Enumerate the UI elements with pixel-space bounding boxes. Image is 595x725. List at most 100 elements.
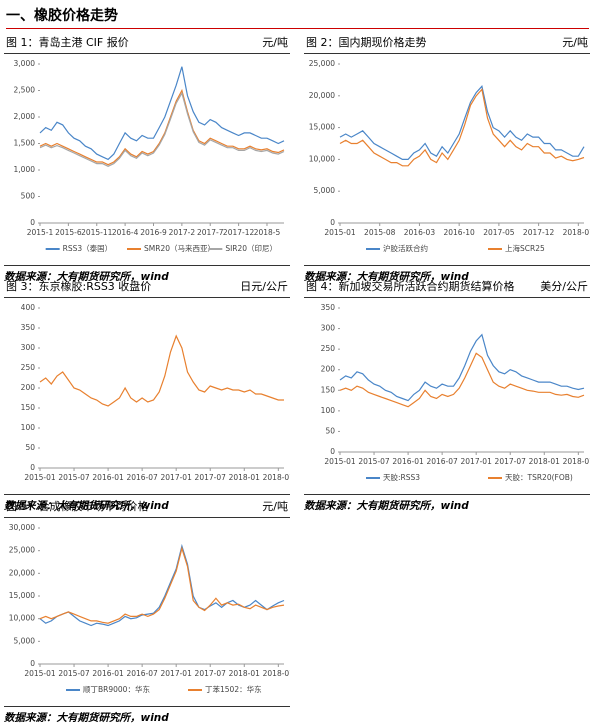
legend-label: SIR20（印尼） <box>225 244 277 253</box>
x-tick-label: 2016-9 <box>140 228 167 237</box>
x-tick-label: 2017-01 <box>461 457 493 466</box>
figure-unit: 日元/公斤 <box>240 280 288 293</box>
y-tick-label: 1,000 <box>14 165 36 174</box>
figure-source: 数据来源：大有期货研究所，wind <box>304 265 590 284</box>
figure: 图 2：国内期现价格走势 元/吨 0 5,000 10,000 15,000 20,000 2… <box>304 32 594 284</box>
y-tick-label: 20,000 <box>9 568 35 577</box>
figure-unit: 元/吨 <box>262 500 288 513</box>
chart: 0 5,000 10,000 15,000 20,000 25,000 2015-01 201… <box>309 59 594 253</box>
y-tick-label: 250 <box>321 344 336 353</box>
figure-header: 图 3：东京橡胶:RSS3 收盘价 日元/公斤 <box>4 276 290 298</box>
figure-source: 数据来源：大有期货研究所，wind <box>4 265 290 284</box>
figure: 图 5：合成橡胶市场平均价格 元/吨 0 5,000 10,000 15,000 20,00… <box>4 496 294 725</box>
y-tick-label: 30,000 <box>9 523 35 532</box>
figure: 图 3：东京橡胶:RSS3 收盘价 日元/公斤 0 50 100 150 200 250 300… <box>4 276 295 513</box>
x-tick-label: 2018-01 <box>529 457 561 466</box>
x-tick-label: 2017-12 <box>223 228 255 237</box>
y-tick-label: 0 <box>30 218 35 227</box>
figure-source: 数据来源：大有期货研究所，wind <box>304 494 590 513</box>
legend-label: 天胶:RSS3 <box>383 472 420 482</box>
y-tick-label: 2,500 <box>14 86 36 95</box>
y-tick-label: 0 <box>30 659 35 668</box>
y-tick-label: 3,000 <box>14 59 36 68</box>
y-tick-label: 0 <box>330 447 335 456</box>
y-tick-label: 5,000 <box>314 186 336 195</box>
series-line <box>39 543 285 627</box>
y-tick-label: 20,000 <box>309 91 335 100</box>
series-line <box>39 546 285 624</box>
y-tick-label: 250 <box>21 363 36 372</box>
figure-header: 图 4：新加坡交易所活跃合约期货结算价格 美分/公斤 <box>304 276 590 298</box>
y-tick-label: 15,000 <box>9 591 35 600</box>
x-tick-label: 2018-01 <box>229 669 261 678</box>
figure-title: 图 5：合成橡胶市场平均价格 <box>6 500 149 513</box>
x-tick-label: 2016-07 <box>426 457 458 466</box>
y-tick-label: 10,000 <box>9 614 35 623</box>
series-line <box>39 66 285 161</box>
y-tick-label: 10,000 <box>309 154 335 163</box>
y-tick-label: 350 <box>321 303 336 312</box>
figure-source: 数据来源：大有期货研究所，wind <box>4 494 290 513</box>
x-tick-label: 2017-12 <box>523 228 555 237</box>
figure-header: 图 1：青岛主港 CIF 报价 元/吨 <box>4 32 290 54</box>
y-tick-label: 150 <box>21 403 36 412</box>
chart: 0 5,000 10,000 15,000 20,000 25,000 30,000 2015… <box>9 523 294 694</box>
y-tick-label: 200 <box>21 383 36 392</box>
figure-header: 图 5：合成橡胶市场平均价格 元/吨 <box>4 496 290 518</box>
legend-label: 顺丁BR9000：华东 <box>83 684 150 694</box>
series-line <box>39 88 285 166</box>
x-tick-label: 2017-01 <box>161 669 193 678</box>
y-tick-label: 0 <box>30 463 35 472</box>
y-tick-label: 500 <box>21 192 36 201</box>
y-tick-label: 5,000 <box>14 636 36 645</box>
x-tick-label: 2018-07 <box>263 669 290 678</box>
y-tick-label: 50 <box>25 443 35 452</box>
legend-label: 上海SCR25 <box>505 243 545 253</box>
x-tick-label: 2015-01 <box>324 228 356 237</box>
legend-label: 沪胶活跃合约 <box>383 243 428 253</box>
x-tick-label: 2015-07 <box>58 669 90 678</box>
y-tick-label: 25,000 <box>9 546 35 555</box>
section-heading: 一、橡胶价格走势 <box>6 5 589 29</box>
x-tick-label: 2016-01 <box>92 669 124 678</box>
x-tick-label: 2016-01 <box>92 473 124 482</box>
figure-unit: 元/吨 <box>562 36 588 49</box>
series-line <box>339 88 585 167</box>
figure-header: 图 2：国内期现价格走势 元/吨 <box>304 32 590 54</box>
x-tick-label: 2015-11 <box>81 228 113 237</box>
figure-title: 图 4：新加坡交易所活跃合约期货结算价格 <box>306 280 515 293</box>
x-tick-label: 2017-07 <box>495 457 527 466</box>
figure-unit: 元/吨 <box>262 36 288 49</box>
x-tick-label: 2018-01 <box>229 473 261 482</box>
y-tick-label: 1,500 <box>14 139 36 148</box>
y-tick-label: 0 <box>330 218 335 227</box>
x-tick-label: 2017-07 <box>195 669 227 678</box>
figure: 图 4：新加坡交易所活跃合约期货结算价格 美分/公斤 0 50 100 150 200 250… <box>304 276 595 513</box>
figure-title: 图 3：东京橡胶:RSS3 收盘价 <box>6 280 152 293</box>
x-tick-label: 2017-01 <box>161 473 193 482</box>
x-tick-label: 2017-05 <box>483 228 515 237</box>
legend-label: 天胶：TSR20(FOB) <box>505 472 573 482</box>
series-line <box>339 85 585 160</box>
y-tick-label: 15,000 <box>309 123 335 132</box>
y-tick-label: 100 <box>21 423 36 432</box>
y-tick-label: 350 <box>21 323 36 332</box>
x-tick-label: 2015-07 <box>358 457 390 466</box>
x-tick-label: 2015-01 <box>324 457 356 466</box>
x-tick-label: 2015-01 <box>24 473 56 482</box>
x-tick-label: 2016-07 <box>126 669 158 678</box>
x-tick-label: 2018-07 <box>563 457 590 466</box>
y-tick-label: 200 <box>321 365 336 374</box>
figure-unit: 美分/公斤 <box>540 280 588 293</box>
series-line <box>339 333 585 402</box>
x-tick-label: 2018-5 <box>254 228 281 237</box>
series-line <box>39 334 284 407</box>
series-line <box>339 352 585 408</box>
x-tick-label: 2015-08 <box>364 228 396 237</box>
x-tick-label: 2015-6 <box>55 228 82 237</box>
y-tick-label: 150 <box>321 385 336 394</box>
x-tick-label: 2016-07 <box>126 473 158 482</box>
